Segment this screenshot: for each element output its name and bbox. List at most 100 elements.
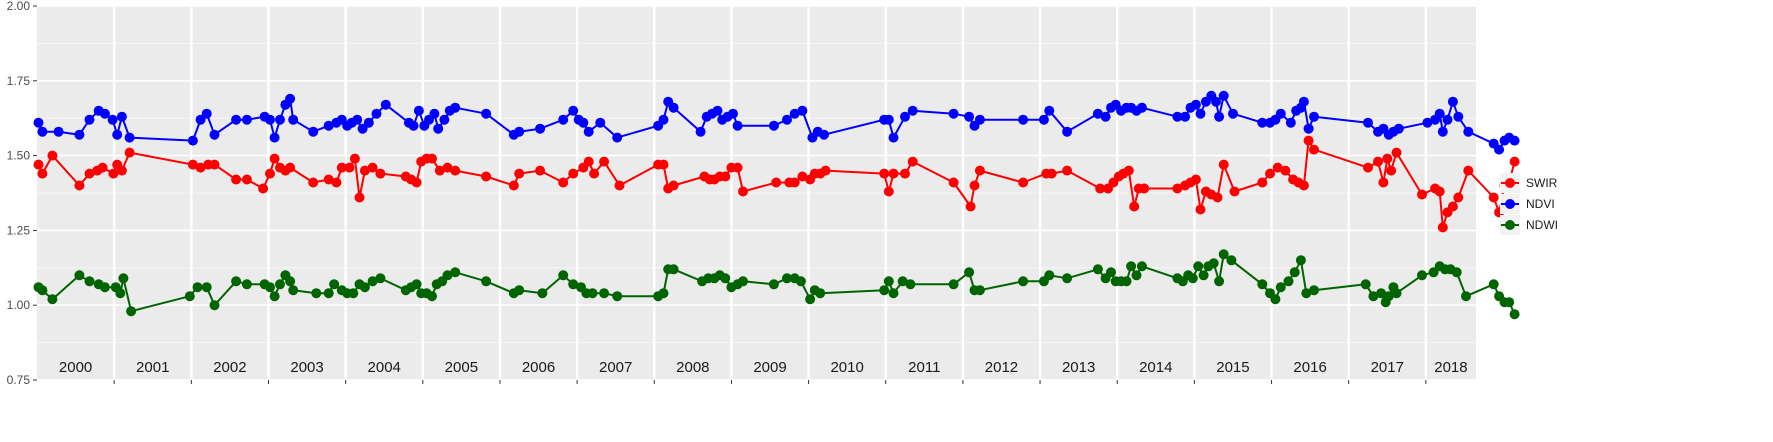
data-point-ndvi <box>728 108 738 119</box>
data-point-ndvi <box>269 132 280 143</box>
data-point-ndvi <box>187 135 198 146</box>
data-point-ndvi <box>1447 96 1458 107</box>
data-point-swir <box>1212 192 1223 203</box>
data-point-swir <box>589 168 600 179</box>
data-point-ndwi <box>974 285 985 296</box>
data-point-swir <box>1265 168 1275 179</box>
data-point-swir <box>427 153 437 164</box>
data-point-swir <box>720 171 731 182</box>
data-point-swir <box>195 162 206 173</box>
data-point-ndvi <box>231 114 242 125</box>
data-point-ndvi <box>907 105 918 116</box>
data-point-ndwi <box>1208 258 1219 269</box>
data-point-ndwi <box>1275 282 1286 293</box>
data-point-swir <box>514 168 525 179</box>
data-point-ndvi <box>612 132 623 143</box>
data-point-ndvi <box>1100 111 1111 122</box>
data-point-ndwi <box>231 276 242 287</box>
data-point-ndvi <box>1136 102 1147 113</box>
data-point-ndvi <box>1172 111 1183 122</box>
data-point-swir <box>1463 165 1474 176</box>
series-points <box>33 90 1520 320</box>
data-point-ndwi <box>964 267 975 278</box>
data-point-ndvi <box>1218 90 1229 101</box>
data-point-ndvi <box>37 126 48 137</box>
data-point-swir <box>1447 201 1458 212</box>
data-point-swir <box>231 174 242 185</box>
data-point-ndwi <box>537 288 548 299</box>
data-point-ndvi <box>668 102 679 113</box>
data-point-swir <box>974 165 985 176</box>
year-labels: 2000 2001 2002 2003 2004 2005 2006 2007 2008 2009… <box>59 359 1468 376</box>
x-axis <box>113 380 1427 384</box>
data-point-ndwi <box>1126 261 1137 272</box>
year-label: 2014 <box>1139 359 1172 376</box>
data-point-swir <box>1437 222 1448 233</box>
data-point-ndwi <box>668 264 679 275</box>
data-point-ndwi <box>782 273 792 284</box>
data-point-swir <box>1172 183 1183 194</box>
data-point-swir <box>771 177 782 188</box>
data-point-ndvi <box>1509 135 1520 146</box>
data-point-ndvi <box>514 126 525 137</box>
data-point-ndwi <box>1360 279 1371 290</box>
data-point-swir <box>74 180 85 191</box>
data-point-ndvi <box>1393 123 1404 134</box>
data-point-swir <box>1280 165 1291 176</box>
data-point-ndvi <box>583 126 594 137</box>
data-point-swir <box>269 153 280 164</box>
data-point-ndvi <box>288 114 299 125</box>
data-point-swir <box>323 174 334 185</box>
data-point-swir <box>668 180 679 191</box>
data-point-ndwi <box>805 294 816 305</box>
data-point-ndwi <box>329 279 340 290</box>
data-point-swir <box>1382 153 1393 164</box>
data-point-swir <box>481 171 492 182</box>
data-point-ndwi <box>815 288 826 299</box>
data-point-ndvi <box>797 105 808 116</box>
data-point-ndwi <box>1289 267 1300 278</box>
data-point-ndvi <box>363 117 374 128</box>
data-point-ndvi <box>74 129 85 140</box>
data-point-swir <box>285 162 296 173</box>
data-point-swir <box>187 159 198 170</box>
year-label: 2009 <box>753 359 786 376</box>
data-point-ndwi <box>450 267 461 278</box>
data-point-swir <box>1303 135 1314 146</box>
data-point-ndvi <box>535 123 546 134</box>
y-tick-label: 2.00 <box>7 0 31 13</box>
data-point-swir <box>568 168 579 179</box>
data-point-ndwi <box>738 276 748 287</box>
data-point-ndwi <box>265 282 275 293</box>
data-point-ndwi <box>427 291 437 302</box>
data-point-ndvi <box>439 114 450 125</box>
data-point-ndwi <box>1092 264 1103 275</box>
data-point-ndvi <box>107 114 118 125</box>
legend-label: NDVI <box>1526 197 1555 211</box>
data-point-ndvi <box>33 117 44 128</box>
data-point-ndwi <box>288 285 299 296</box>
data-point-ndvi <box>1190 99 1201 110</box>
data-point-ndvi <box>323 120 334 131</box>
data-point-ndvi <box>900 111 910 122</box>
data-point-ndvi <box>1257 117 1268 128</box>
data-point-ndvi <box>789 108 800 119</box>
data-point-ndvi <box>1214 111 1225 122</box>
data-point-ndvi <box>380 99 391 110</box>
year-label: 2008 <box>676 359 709 376</box>
data-point-swir <box>434 165 445 176</box>
data-point-ndvi <box>578 117 589 128</box>
data-point-swir <box>948 177 959 188</box>
data-point-ndwi <box>1106 267 1116 278</box>
data-point-ndvi <box>241 114 252 125</box>
data-point-ndwi <box>599 288 610 299</box>
data-point-ndvi <box>1494 144 1505 155</box>
data-point-swir <box>879 168 890 179</box>
data-point-swir <box>308 177 319 188</box>
data-point-ndwi <box>74 270 85 281</box>
data-point-swir <box>1046 168 1057 179</box>
data-point-ndvi <box>1044 105 1055 116</box>
data-point-ndvi <box>948 108 959 119</box>
data-point-ndvi <box>1442 114 1453 125</box>
data-point-ndvi <box>1453 111 1464 122</box>
